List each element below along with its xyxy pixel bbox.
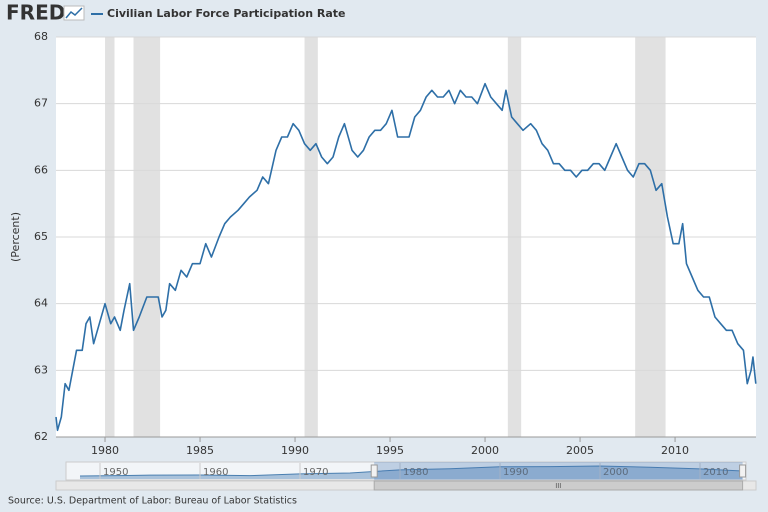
x-tick-label: 1980	[91, 444, 119, 457]
x-tick-label: 1990	[281, 444, 309, 457]
x-tick-label: 1985	[186, 444, 214, 457]
y-tick-label: 63	[34, 363, 48, 376]
y-tick-label: 68	[34, 30, 48, 43]
x-tick-label: 2000	[471, 444, 499, 457]
y-tick-label: 67	[34, 97, 48, 110]
navigator-tick-label: 2010	[703, 467, 728, 478]
y-tick-label: 65	[34, 230, 48, 243]
y-tick-label: 66	[34, 163, 48, 176]
navigator-handle	[739, 464, 747, 478]
navigator-selection	[374, 462, 743, 480]
x-tick-label: 2005	[566, 444, 594, 457]
logo-icon	[63, 5, 85, 21]
navigator-tick-label: 2000	[603, 467, 628, 478]
navigator-handle	[370, 464, 378, 478]
source: Source: U.S. Department of Labor: Bureau…	[8, 496, 297, 507]
navigator-tick-label: 1980	[403, 467, 428, 478]
x-tick-label: 2010	[661, 444, 689, 457]
x-tick-label: 1995	[376, 444, 404, 457]
navigator-line	[79, 465, 743, 477]
navigator-tick-label: 1960	[203, 467, 228, 478]
legend-label: Civilian Labor Force Participation Rate	[107, 7, 345, 20]
navigator-tick-label: 1990	[503, 467, 528, 478]
y-tick-label: 62	[34, 430, 48, 443]
navigator-tick-label: 1950	[103, 467, 128, 478]
y-axis-title: (Percent)	[9, 212, 22, 262]
navigator-tick-label: 1970	[303, 467, 328, 478]
y-tick-label: 64	[34, 297, 48, 310]
logo: FRED	[6, 1, 65, 25]
data-line	[55, 82, 757, 432]
